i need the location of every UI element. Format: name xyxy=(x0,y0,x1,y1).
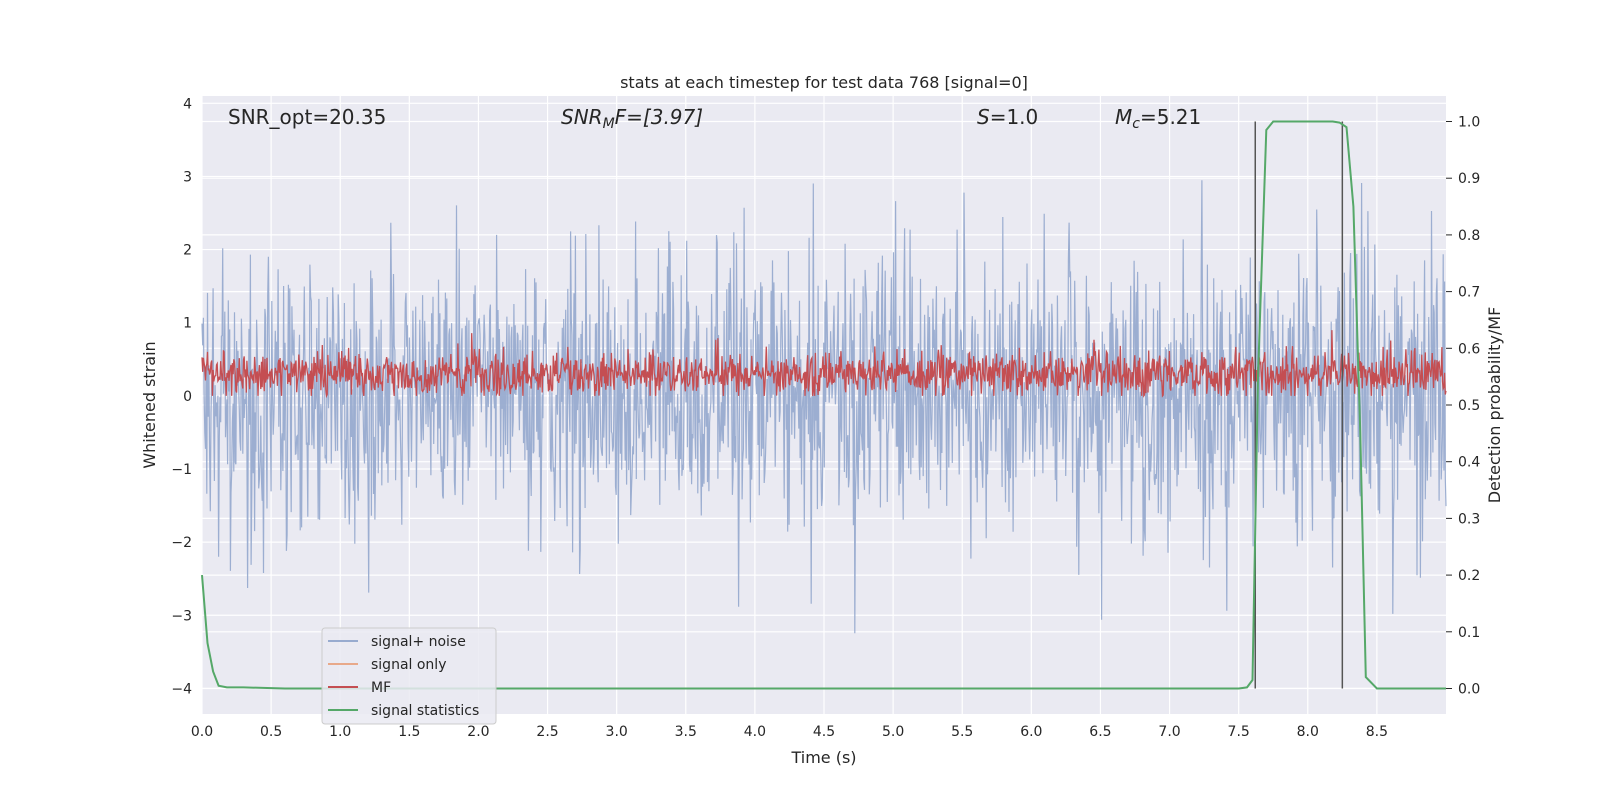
y-tick-label: 2 xyxy=(183,243,192,259)
y-right-tick-label: 0.0 xyxy=(1458,681,1480,697)
series-signal-noise-line xyxy=(201,180,1447,634)
x-tick-label: 6.5 xyxy=(1089,724,1111,740)
x-tick-label: 5.0 xyxy=(882,724,904,740)
x-tick-label: 7.0 xyxy=(1158,724,1180,740)
y-tick-label: −3 xyxy=(171,608,192,624)
series-mf-line xyxy=(201,330,1447,399)
x-tick-label: 8.5 xyxy=(1366,724,1388,740)
x-tick-label: 4.5 xyxy=(813,724,835,740)
x-tick-label: 2.5 xyxy=(536,724,558,740)
y-tick-label: 3 xyxy=(183,169,192,185)
y-right-tick-label: 0.9 xyxy=(1458,171,1480,187)
x-tick-label: 2.0 xyxy=(467,724,489,740)
x-tick-label: 3.5 xyxy=(675,724,697,740)
y-axis-label: Whitened strain xyxy=(140,341,159,468)
series-signal-statistics-line xyxy=(201,120,1446,690)
x-tick-label: 0.5 xyxy=(260,724,282,740)
y-right-tick-label: 0.8 xyxy=(1458,228,1480,244)
y-right-tick-label: 0.1 xyxy=(1458,625,1480,641)
y-right-tick-label: 0.3 xyxy=(1458,511,1480,527)
x-tick-label: 5.5 xyxy=(951,724,973,740)
y-tick-label: −2 xyxy=(171,535,192,551)
x-tick-label: 0.0 xyxy=(191,724,213,740)
legend: signal+ noise signal only MF signal stat… xyxy=(321,627,497,725)
y-tick-label: −1 xyxy=(171,462,192,478)
y-right-tick-label: 0.2 xyxy=(1458,568,1480,584)
x-tick-label: 1.0 xyxy=(329,724,351,740)
data-layer xyxy=(201,120,1447,690)
x-tick-label: 4.0 xyxy=(744,724,766,740)
legend-label-signal-only: signal only xyxy=(371,657,446,673)
x-tick-label: 7.5 xyxy=(1228,724,1250,740)
y-tick-label: 0 xyxy=(183,389,192,405)
chart-title: stats at each timestep for test data 768… xyxy=(620,73,1028,92)
annotation-s: S=1.0 xyxy=(977,105,1038,129)
ticks: 0.0 0.5 1.0 1.5 2.0 2.5 3.0 3.5 4.0 4.5 5.0 5.5 6.0 6… xyxy=(171,96,1480,740)
x-tick-label: 1.5 xyxy=(398,724,420,740)
y-right-tick-label: 0.5 xyxy=(1458,398,1480,414)
y-tick-label: −4 xyxy=(171,681,192,697)
y-axis-right-label: Detection probability/MF xyxy=(1485,307,1504,504)
x-tick-label: 3.0 xyxy=(606,724,628,740)
legend-label-signal-noise: signal+ noise xyxy=(371,634,466,650)
x-tick-label: 8.0 xyxy=(1297,724,1319,740)
y-tick-label: 4 xyxy=(183,96,192,112)
x-tick-label: 6.0 xyxy=(1020,724,1042,740)
y-right-tick-label: 0.7 xyxy=(1458,285,1480,301)
y-right-tick-label: 1.0 xyxy=(1458,115,1480,131)
legend-box xyxy=(321,627,497,725)
legend-label-mf: MF xyxy=(371,680,391,696)
y-right-tick-label: 0.4 xyxy=(1458,455,1480,471)
x-axis-label: Time (s) xyxy=(790,748,856,767)
annotation-snr-opt: SNR_opt=20.35 xyxy=(228,105,386,129)
y-right-tick-label: 0.6 xyxy=(1458,341,1480,357)
annotation-snr-mf: SNRMF=[3.97] xyxy=(561,105,703,132)
y-tick-label: 1 xyxy=(183,316,192,332)
legend-label-signal-statistics: signal statistics xyxy=(371,703,479,719)
annotation-mc: Mc=5.21 xyxy=(1115,105,1201,132)
